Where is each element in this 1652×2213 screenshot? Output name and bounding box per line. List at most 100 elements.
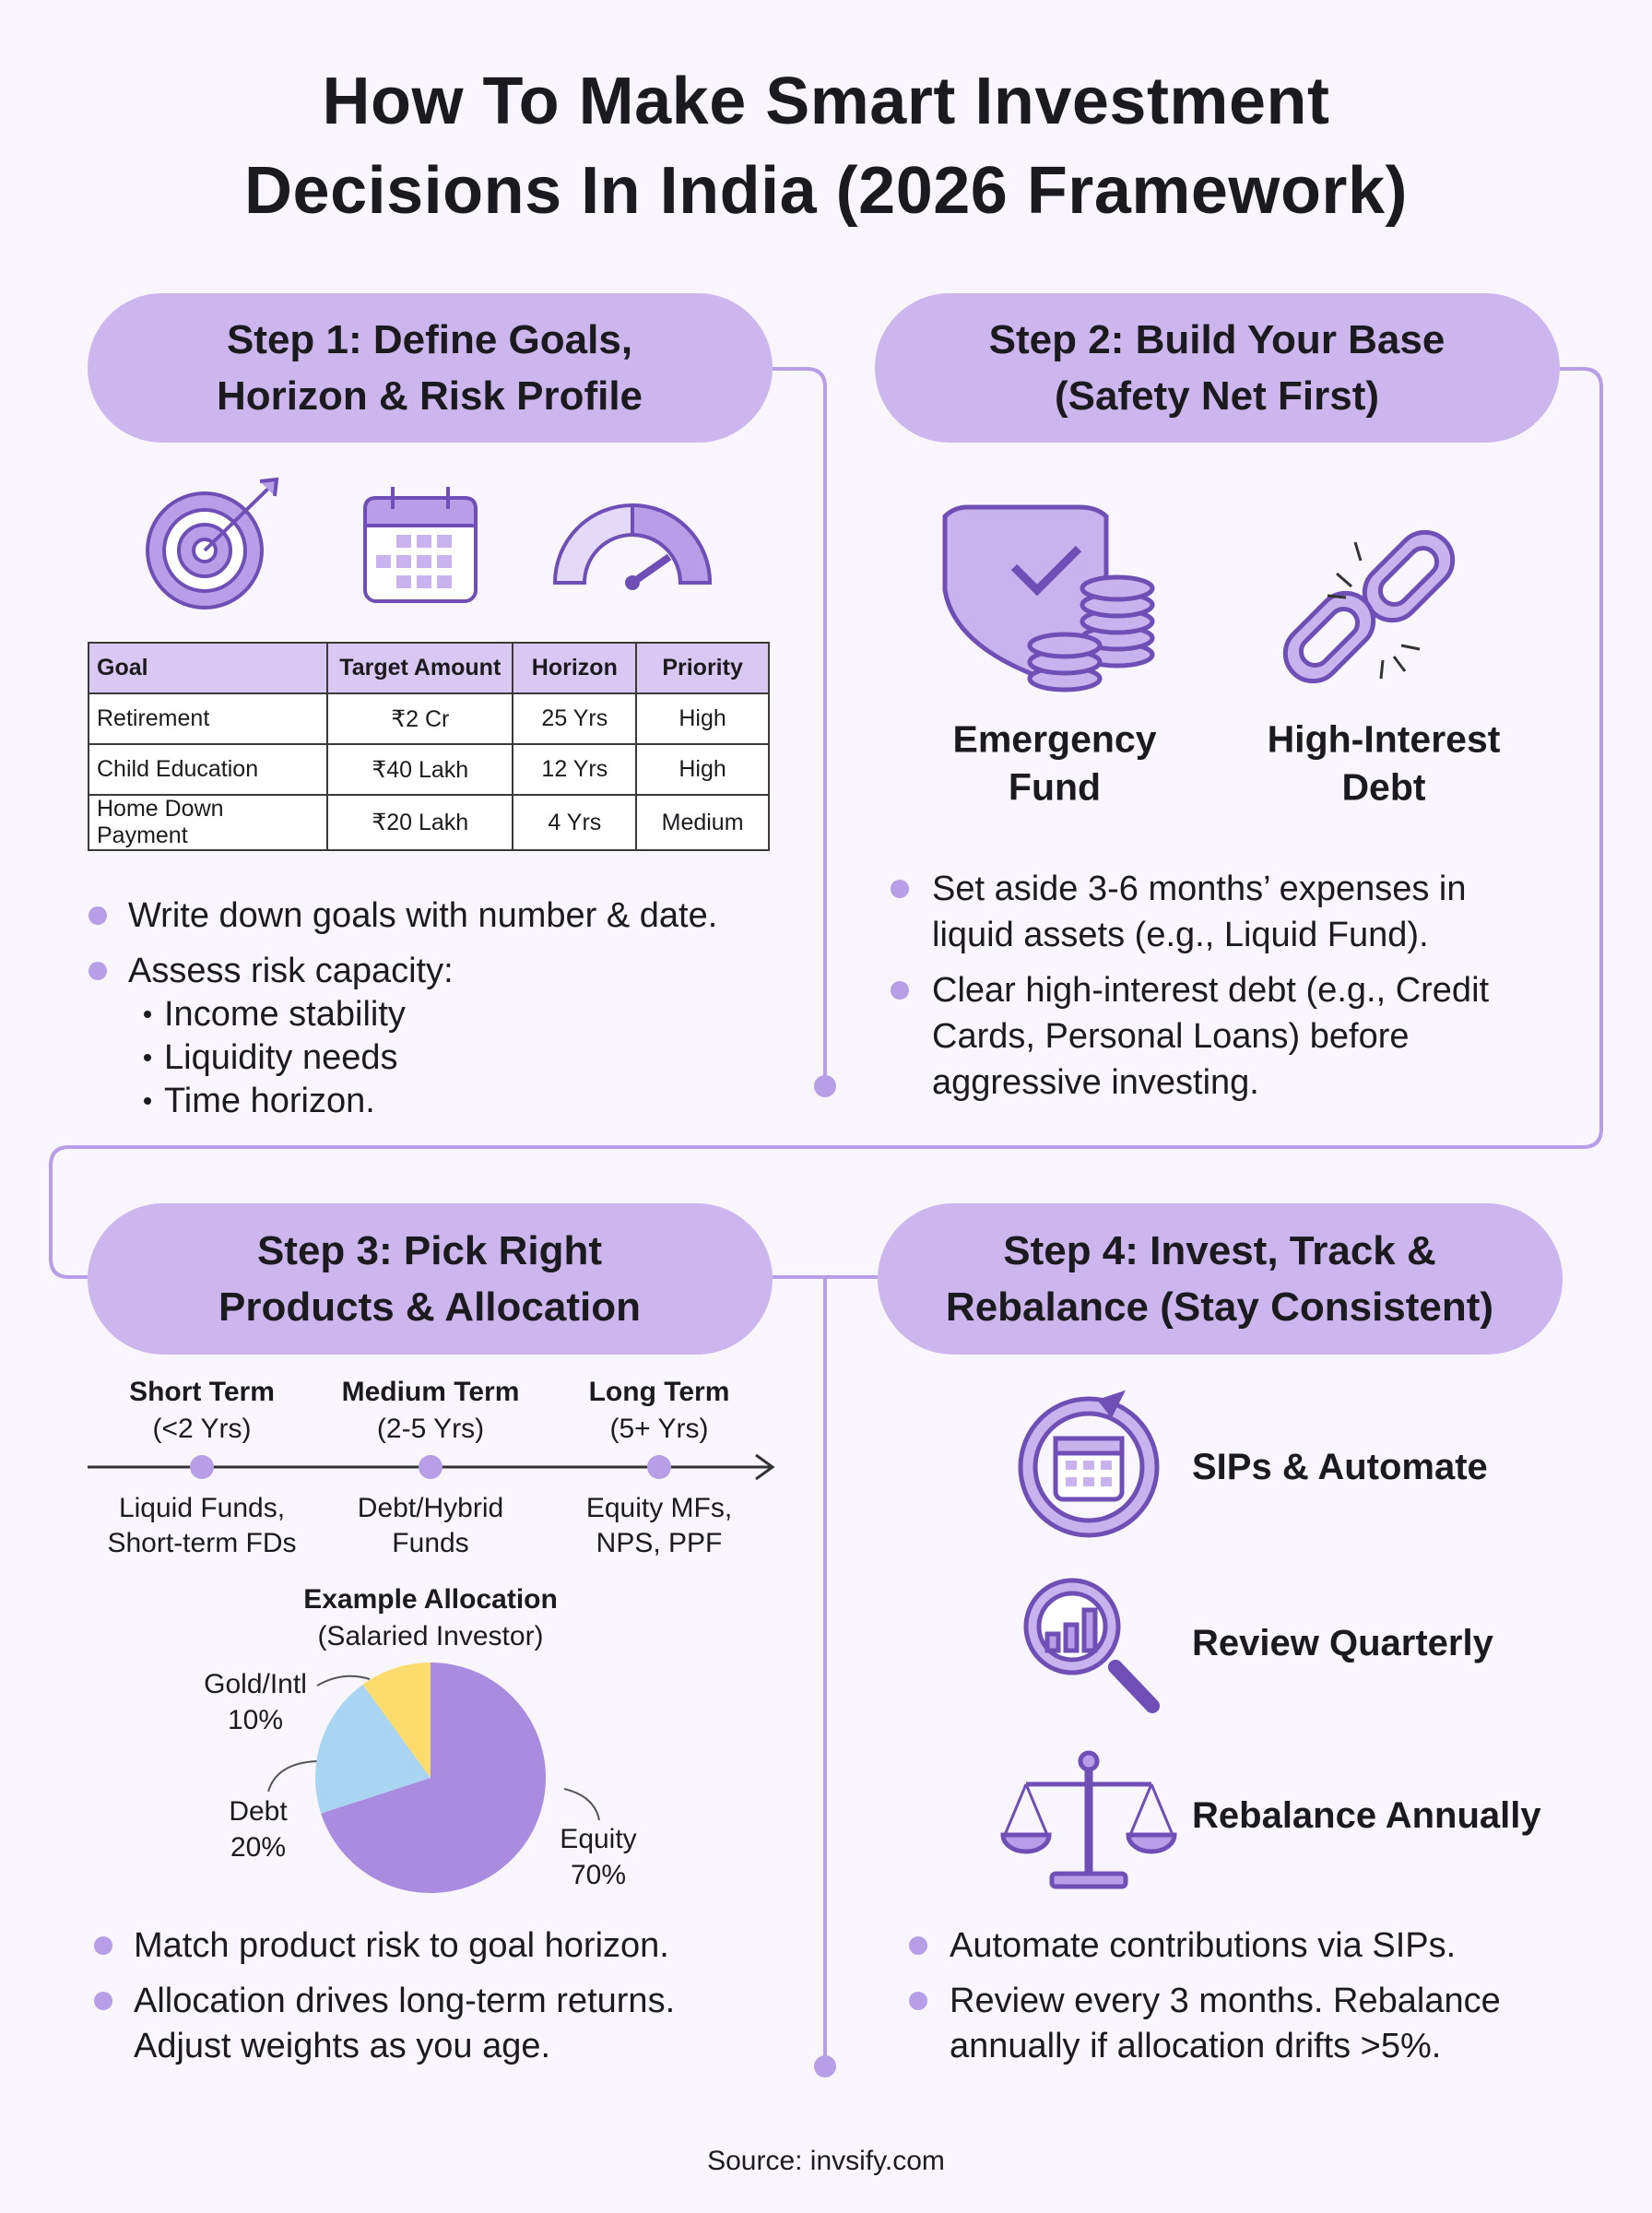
icon-shape [1027, 574, 1155, 692]
product-label: Short-term FDs [107, 1528, 297, 1558]
table-row: Home Down Payment ₹20 Lakh 4 Yrs Medium [87, 794, 770, 851]
bullet-text: Automate contributions via SIPs. [950, 1926, 1457, 1965]
icon-shape [1078, 1750, 1100, 1772]
icon-shape [363, 496, 478, 527]
bullet-text: aggressive investing. [932, 1063, 1259, 1102]
bullet-dot [94, 1936, 112, 1955]
step-title: Step 4: Invest, Track & [1003, 1228, 1436, 1273]
product-label: Debt/Hybrid [357, 1493, 504, 1523]
slice-value-label: 10% [227, 1705, 284, 1735]
icon-shape [1377, 545, 1440, 608]
bullet-dot [88, 906, 107, 925]
icon-shape [1081, 1607, 1098, 1653]
product-label: Liquid Funds, [118, 1493, 286, 1523]
column-header: Horizon [512, 642, 638, 694]
icon-shape [630, 553, 672, 586]
icon-shape [437, 575, 452, 588]
step-pill [878, 1203, 1563, 1355]
icon-shape [203, 482, 275, 552]
sub-bullet-dot [144, 1011, 151, 1018]
bullet-text: Assess risk capacity: [128, 952, 454, 990]
bullet-text: Allocation drives long-term returns. [134, 1982, 676, 2020]
item-label: High-Interest [1267, 717, 1501, 761]
icon-shape [1066, 1477, 1077, 1486]
icon-shape [419, 1455, 442, 1479]
bullet-text: Cards, Personal Loans) before [932, 1017, 1410, 1056]
table-cell: ₹20 Lakh [326, 794, 514, 851]
bullet-dot [891, 880, 909, 898]
icon-shape [1063, 1622, 1080, 1653]
product-label: Funds [392, 1528, 469, 1558]
icon-shape [755, 1453, 775, 1481]
icon-shape [1053, 1436, 1125, 1456]
connector-dot [814, 2055, 836, 2077]
step-title: Products & Allocation [218, 1284, 641, 1330]
icon-shape [316, 1675, 371, 1686]
product-label: Equity MFs, [585, 1493, 733, 1523]
page-title: How To Make Smart Investment [322, 65, 1330, 138]
step-pill [875, 293, 1560, 443]
bullet-text: Write down goals with number & date. [128, 896, 718, 935]
step-title: Rebalance (Stay Consistent) [945, 1284, 1494, 1330]
icon-shape [417, 575, 431, 588]
table-header: Goal Target Amount Horizon Priority [87, 642, 770, 694]
bullet-text: liquid assets (e.g., Liquid Fund). [932, 916, 1429, 954]
gauge-icon [552, 503, 713, 590]
connector [49, 367, 1603, 1279]
sip-icon [1018, 1390, 1160, 1538]
bullet-dot [94, 1992, 112, 2010]
table-cell: High [635, 692, 770, 745]
icon-shape [1327, 541, 1421, 680]
sub-bullet-text: Liquidity needs [164, 1038, 398, 1077]
bullet-text: Match product risk to goal horizon. [134, 1926, 669, 1965]
bullet-dot [88, 962, 107, 980]
action-label: SIPs & Automate [1192, 1447, 1488, 1487]
icon-shape [1353, 541, 1363, 562]
step-title: (Safety Net First) [1054, 373, 1380, 419]
icon-shape [1101, 1477, 1112, 1486]
product-label: NPS, PPF [596, 1528, 723, 1558]
icon-shape [1101, 1461, 1112, 1470]
icon-shape [190, 1455, 214, 1479]
table-cell: 25 Yrs [512, 692, 638, 745]
bullet-dot [891, 981, 909, 1000]
icon-shape [376, 535, 452, 588]
table-cell: 12 Yrs [512, 743, 638, 796]
icon-shape [1027, 632, 1103, 659]
connectors [49, 367, 1603, 2066]
icon-shape [1108, 1660, 1160, 1713]
step-pill [88, 1203, 773, 1355]
bullet-dot [909, 1936, 927, 1955]
icon-shape [563, 1788, 600, 1821]
slice-value-label: 20% [230, 1832, 287, 1863]
icon-shape [1083, 1461, 1094, 1470]
icon-shape [1066, 1461, 1112, 1486]
table-cell: High [635, 743, 770, 796]
table-cell: Child Education [87, 743, 329, 796]
icon-shape [1298, 606, 1361, 669]
action-label: Review Quarterly [1192, 1623, 1493, 1663]
icon-shape [396, 555, 411, 568]
sub-bullet-dot [144, 1054, 151, 1061]
icon-shape [437, 535, 452, 548]
slice-label: Gold/Intl [204, 1669, 307, 1699]
term-label: Short Term [129, 1377, 275, 1407]
icon-shape [1126, 1832, 1177, 1854]
icon-shape [259, 477, 279, 497]
pie-slice [321, 1663, 546, 1893]
bullet-text: Clear high-interest debt (e.g., Credit [932, 971, 1490, 1010]
action-label: Rebalance Annually [1192, 1795, 1541, 1836]
timeline [88, 1453, 775, 1481]
icon-shape [625, 575, 640, 590]
icon-shape [1098, 1390, 1126, 1418]
source-note: Source: invsify.com [707, 2146, 945, 2176]
icon-shape [631, 503, 713, 585]
icon-shape [1379, 659, 1385, 680]
page-title: Decisions In India (2026 Framework) [244, 154, 1408, 228]
slice-value-label: 70% [570, 1860, 627, 1890]
icon-shape [1000, 1832, 1052, 1854]
icon-shape [1327, 594, 1347, 599]
pie-leaders [267, 1675, 600, 1821]
